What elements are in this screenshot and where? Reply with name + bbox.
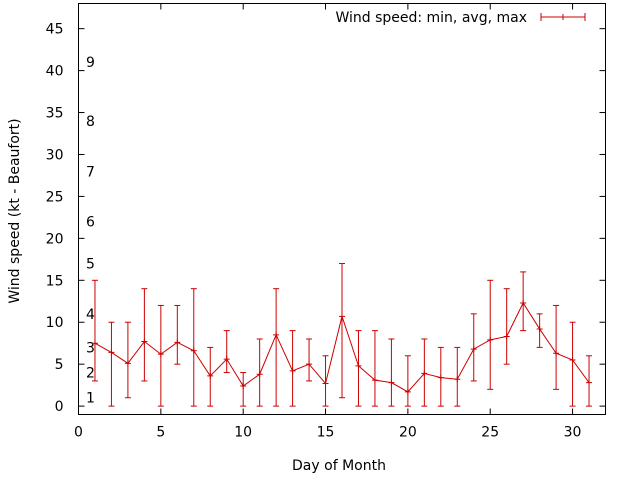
y-tick-label: 0	[55, 399, 64, 415]
beaufort-label: 6	[86, 215, 95, 231]
x-tick-label: 30	[564, 425, 582, 441]
x-tick-label: 20	[399, 425, 417, 441]
series-layer	[91, 263, 593, 407]
x-axis-label: Day of Month	[292, 458, 386, 474]
avg-line	[94, 301, 590, 393]
beaufort-label: 7	[86, 164, 95, 180]
y-axis-label: Wind speed (kt - Beaufort)	[7, 118, 23, 303]
y-tick-label: 5	[55, 357, 64, 373]
y-tick-label: 40	[46, 64, 64, 80]
legend: Wind speed: min, avg, max	[335, 10, 586, 26]
beaufort-label: 3	[86, 340, 95, 356]
x-tick-label: 15	[317, 425, 335, 441]
beaufort-label: 4	[86, 307, 95, 323]
y-tick-label: 15	[46, 273, 64, 289]
plot-frame	[78, 3, 606, 415]
x-tick-label: 10	[234, 425, 252, 441]
y-tick-label: 20	[46, 231, 64, 247]
legend-label: Wind speed: min, avg, max	[335, 10, 527, 26]
x-tick-label: 5	[156, 425, 165, 441]
beaufort-label: 8	[86, 114, 95, 130]
beaufort-label: 1	[86, 391, 95, 407]
x-tick-label: 0	[74, 425, 83, 441]
beaufort-label: 2	[86, 366, 95, 382]
y-tick-label: 45	[46, 22, 64, 38]
beaufort-label: 5	[86, 257, 95, 273]
x-tick-label: 25	[481, 425, 499, 441]
y-tick-label: 10	[46, 315, 64, 331]
beaufort-label: 9	[86, 55, 95, 71]
beaufort-labels: 1 2 3 4 5 6 7 8 9	[86, 55, 95, 407]
y-tick-label: 35	[46, 106, 64, 122]
y-tick-label: 30	[46, 147, 64, 163]
y-tick-label: 25	[46, 189, 64, 205]
avg-point	[586, 379, 593, 386]
